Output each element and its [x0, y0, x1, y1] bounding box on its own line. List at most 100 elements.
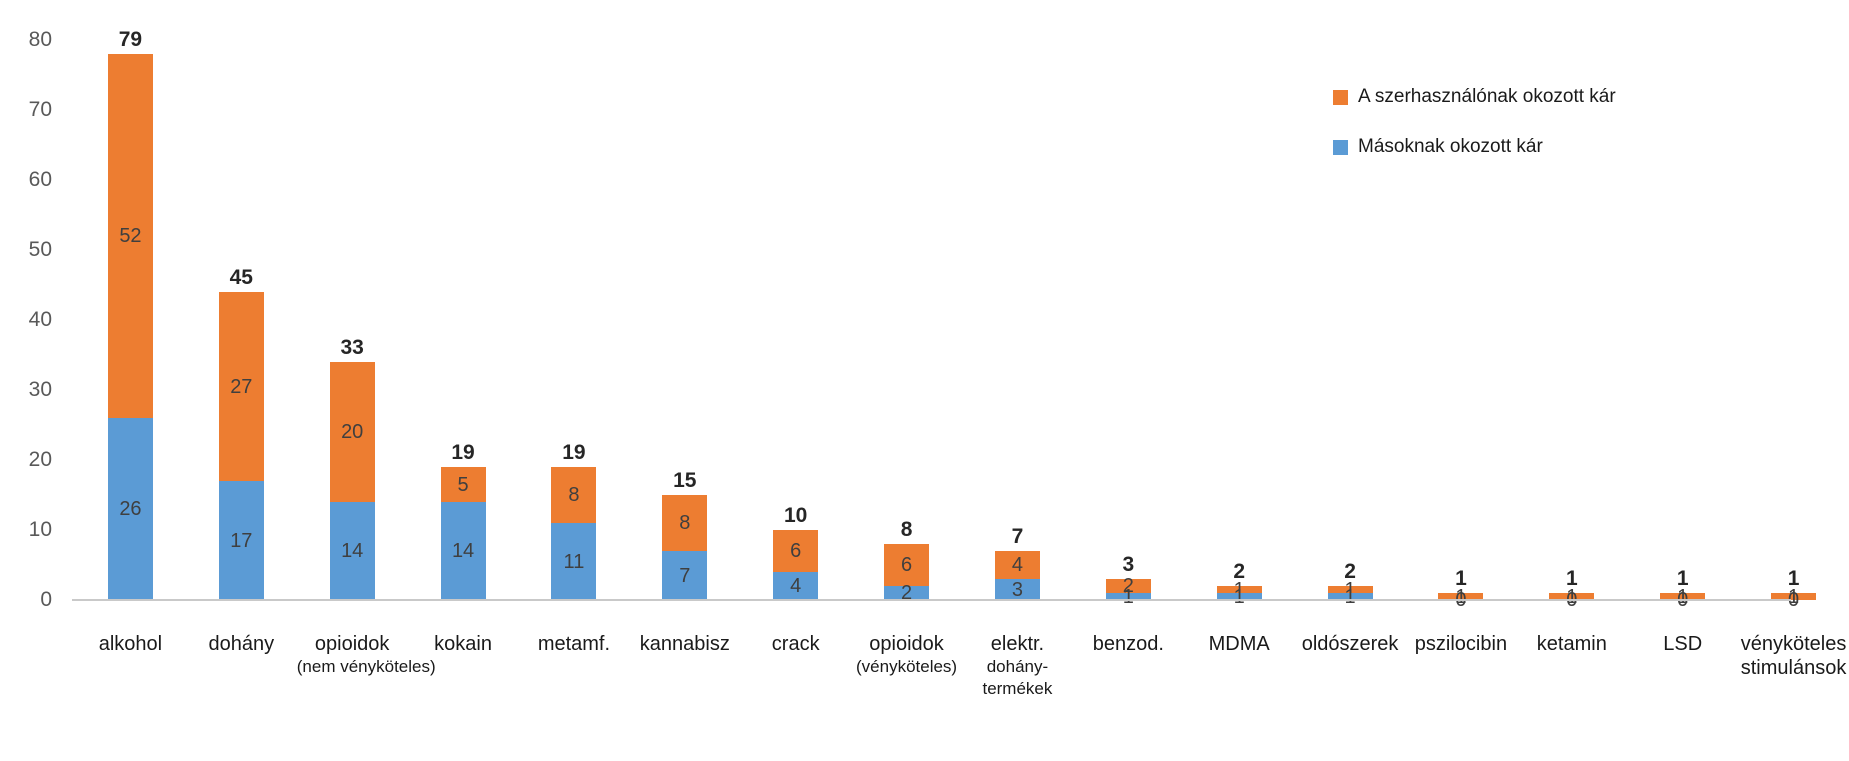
segment-value-label: 6 [901, 554, 913, 576]
bar-segment-others-harm: 14 [440, 502, 486, 600]
bar-column-kokain: 19 5 14 kokain [408, 0, 519, 761]
total-value-label: 1 [1787, 567, 1800, 590]
bar-segment-others-harm: 17 [218, 481, 264, 600]
x-axis-label-line: stimulánsok [1740, 657, 1847, 679]
y-axis-tick-label: 10 [28, 518, 52, 541]
x-axis-label-line: opioidok [314, 633, 390, 655]
segment-value-label: 1 [1677, 585, 1689, 608]
x-axis-label-line: dohány- [986, 657, 1049, 676]
bar-segment-user-harm: 27 [218, 292, 264, 481]
y-axis-tick-label: 60 [28, 168, 52, 191]
segment-value-label: 1 [1233, 585, 1245, 608]
x-axis-label-v-nyk-teles: vényköteles stimulánsok [1738, 600, 1849, 680]
segment-value-label: 2 [901, 582, 913, 604]
legend-label-harm-to-others: Másoknak okozott kár [1358, 136, 1543, 157]
total-value-label: 45 [229, 266, 253, 289]
segment-value-label: 4 [1011, 554, 1023, 576]
bar-column-kannabisz: 15 8 7 kannabisz [629, 0, 740, 761]
total-value-label: 19 [562, 441, 586, 464]
bar-segment-others-harm: 1 [1105, 586, 1151, 608]
bar-stack-opioidok: 8 6 2 [851, 0, 962, 604]
x-axis-label-line: dohány [208, 633, 275, 655]
segment-value-label: 1 [1344, 578, 1356, 601]
total-value-label: 8 [900, 518, 913, 541]
total-value-label: 2 [1233, 560, 1246, 583]
segment-value-label: 4 [790, 575, 802, 597]
x-axis-label-line: (vényköteles) [856, 657, 958, 676]
bar-column-metamf: 19 8 11 metamf. [519, 0, 630, 761]
x-axis-label-line: MDMA [1208, 633, 1270, 655]
legend-label-harm-to-user: A szerhasználónak okozott kár [1358, 86, 1616, 107]
bar-column-opioidok: 33 20 14 opioidok (nem vényköteles) [297, 0, 436, 761]
bar-segment-others-harm: 1 [1216, 586, 1262, 608]
x-axis-label-line: alkohol [98, 633, 163, 655]
x-axis-label-ketamin: ketamin [1516, 600, 1627, 656]
segment-value-label: 1 [1455, 585, 1467, 608]
legend-swatch-orange-icon [1333, 89, 1348, 105]
segment-value-label: 27 [230, 375, 253, 398]
x-axis-label-line: elektr. [990, 633, 1045, 655]
bar-column-opioidok: 8 6 2 opioidok (vényköteles) [851, 0, 962, 761]
x-axis-label-kannabisz: kannabisz [629, 600, 740, 656]
x-axis-label-line: pszilocibin [1414, 633, 1508, 655]
bar-segment-others-harm: 1 [1327, 586, 1373, 608]
total-value-label: 7 [1011, 525, 1024, 548]
x-axis-label-line: termékek [982, 679, 1053, 698]
x-axis-label-elektr: elektr. dohány-termékek [962, 600, 1073, 700]
segment-value-label: 6 [790, 540, 802, 562]
x-axis-label-line: benzod. [1092, 633, 1164, 655]
total-value-label: 1 [1565, 567, 1578, 590]
bar-stack-metamf: 19 8 11 [519, 0, 630, 600]
segment-value-label: 1 [1566, 585, 1578, 608]
segment-value-label: 5 [457, 473, 469, 496]
total-value-label: 19 [451, 441, 475, 464]
x-axis-label-doh-ny: dohány [186, 600, 297, 656]
bar-segment-user-harm: 1 [1771, 586, 1817, 608]
x-axis-label-line: vényköteles [1740, 633, 1847, 655]
y-axis-tick-label: 80 [28, 28, 52, 51]
bar-segment-user-harm: 6 [884, 544, 930, 586]
segment-value-label: 1 [1233, 578, 1245, 601]
x-axis-label-line: crack [771, 633, 820, 655]
x-axis-label-crack: crack [740, 600, 851, 656]
bar-column-old-szerek: 2 1 1 oldószerek [1295, 0, 1406, 761]
total-value-label: 79 [118, 28, 143, 51]
y-axis-tick-label: 70 [28, 98, 52, 121]
segment-value-label: 52 [119, 225, 142, 247]
bar-segment-user-harm: 2 [1105, 575, 1151, 597]
x-axis-label-kokain: kokain [408, 600, 519, 656]
bar-column-benzod: 3 2 1 benzod. [1073, 0, 1184, 761]
x-axis-label-opioidok: opioidok (vényköteles) [851, 600, 962, 678]
segment-value-label: 20 [341, 421, 364, 443]
x-axis-label-alkohol: alkohol [75, 600, 186, 656]
segment-value-label: 0 [1788, 589, 1800, 611]
bar-segment-user-harm: 4 [994, 551, 1040, 579]
bar-stack-doh-ny: 45 27 17 [186, 0, 297, 600]
bar-segment-user-harm: 1 [1216, 579, 1262, 601]
y-axis-tick-label: 40 [28, 308, 52, 331]
x-axis-label-line: opioidok [869, 633, 944, 655]
x-axis-label-pszilocibin: pszilocibin [1406, 600, 1517, 656]
x-axis-label-opioidok: opioidok (nem vényköteles) [297, 600, 436, 678]
bar-segment-others-harm: 7 [662, 551, 708, 600]
bar-column-mdma: 2 1 1 MDMA [1184, 0, 1295, 761]
x-axis-label-line: kokain [434, 633, 492, 655]
y-axis-tick-label: 50 [28, 238, 52, 261]
bar-column-crack: 10 6 4 crack [740, 0, 851, 761]
segment-value-label: 17 [230, 529, 253, 552]
total-value-label: 1 [1455, 567, 1467, 590]
bar-stack-crack: 10 6 4 [740, 0, 851, 600]
bar-segment-others-harm: 3 [994, 579, 1040, 601]
segment-value-label: 7 [679, 564, 691, 587]
bar-segment-user-harm: 1 [1549, 586, 1595, 608]
x-axis-label-line: LSD [1663, 633, 1703, 655]
x-axis-line [72, 599, 1791, 601]
bar-segment-others-harm: 26 [107, 418, 153, 600]
bar-segment-user-harm: 8 [551, 467, 597, 523]
total-value-label: 2 [1344, 560, 1356, 583]
x-axis-label-mdma: MDMA [1184, 600, 1295, 656]
y-axis: 0 10 20 30 40 50 60 70 80 [0, 0, 56, 761]
total-value-label: 33 [340, 336, 364, 359]
